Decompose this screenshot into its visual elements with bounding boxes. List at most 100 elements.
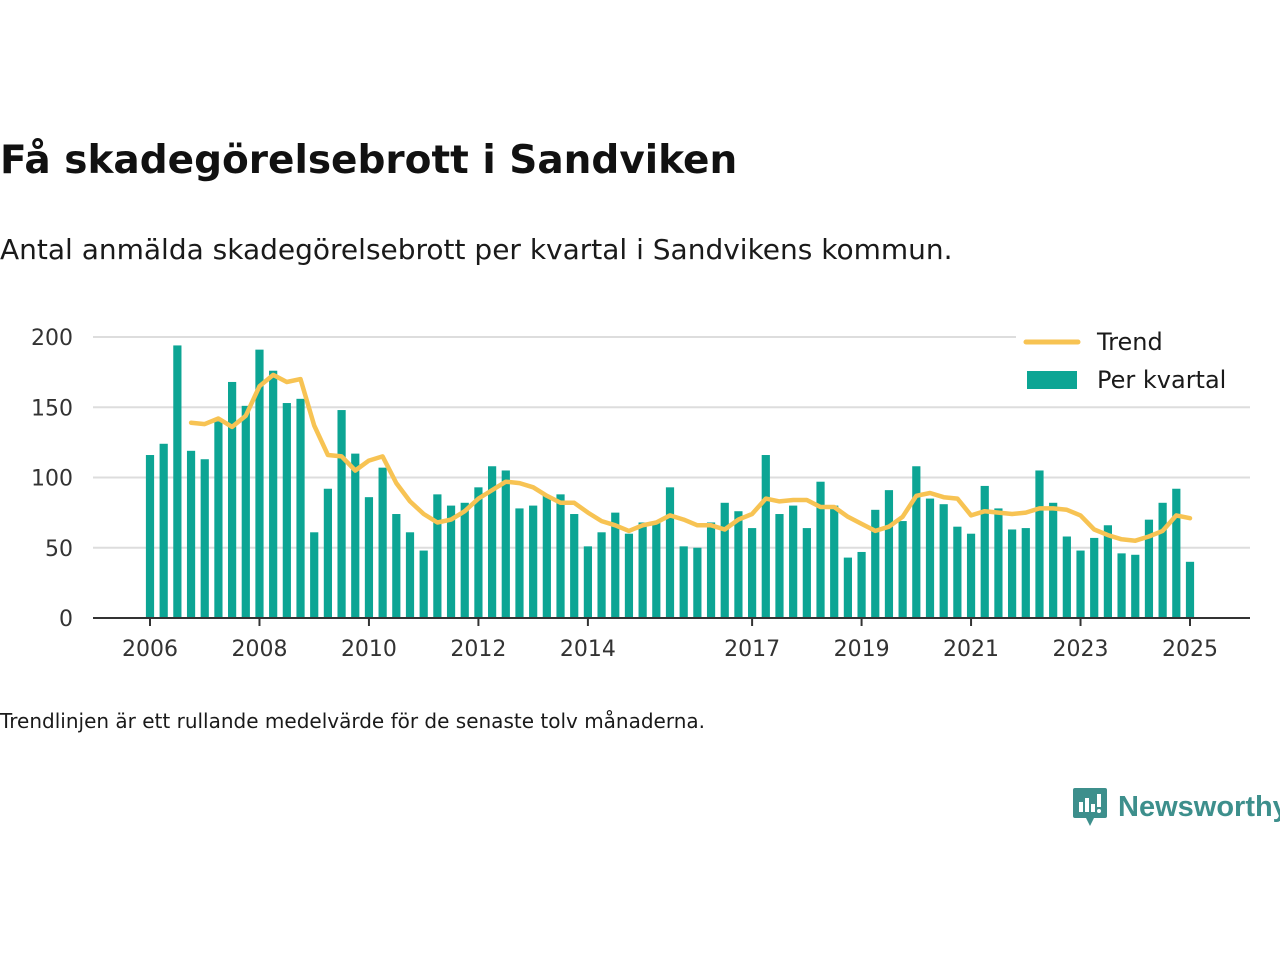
bar: [1076, 550, 1085, 618]
bar: [679, 546, 688, 618]
bar: [939, 504, 948, 618]
bar: [474, 487, 483, 618]
bar: [898, 521, 907, 618]
bar: [624, 533, 634, 618]
bar: [693, 547, 702, 618]
bar: [652, 522, 661, 618]
bar: [1172, 488, 1181, 618]
bar: [200, 459, 209, 618]
legend: Trend Per kvartal: [1016, 322, 1250, 400]
y-tick-label: 200: [31, 326, 73, 351]
bar: [925, 498, 935, 618]
bar: [282, 403, 291, 618]
bar: [446, 505, 456, 618]
bar: [173, 345, 182, 618]
x-tick-label: 2014: [560, 637, 616, 662]
chart-area: 0 50 100 150 200 2006 2008 2010 2012 2014 2017 201…: [31, 322, 1250, 662]
bar: [419, 550, 428, 618]
bar: [857, 551, 866, 618]
bar: [556, 494, 565, 618]
x-tick-label: 2021: [943, 637, 999, 662]
bar: [830, 505, 839, 618]
legend-trend-label: Trend: [1096, 328, 1163, 356]
bar: [378, 467, 387, 618]
bar: [255, 349, 264, 618]
trend-series: [188, 372, 1193, 543]
bar: [1049, 502, 1058, 618]
bar: [816, 481, 825, 618]
bar: [570, 514, 579, 618]
bar: [1185, 561, 1195, 618]
bar: [734, 511, 743, 618]
bar: [228, 381, 237, 618]
legend-bar-label: Per kvartal: [1097, 366, 1226, 394]
bar: [871, 509, 880, 618]
bar: [310, 532, 319, 618]
x-tick-label: 2023: [1053, 637, 1109, 662]
bar: [1103, 525, 1112, 618]
x-tick-label: 2012: [450, 637, 506, 662]
bar: [323, 488, 332, 618]
bar: [159, 443, 168, 618]
bar: [748, 528, 757, 618]
bar: [1035, 470, 1044, 618]
bar: [337, 410, 346, 618]
bar: [980, 485, 989, 618]
bar: [515, 508, 524, 618]
bar: [843, 557, 852, 618]
bar: [529, 505, 538, 618]
bar: [269, 370, 278, 618]
bar: [405, 532, 415, 618]
bar: [1158, 502, 1167, 618]
bar: [953, 526, 962, 618]
x-tick-label: 2006: [122, 637, 178, 662]
footnote: Trendlinjen är ett rullande medelvärde f…: [0, 709, 706, 733]
bar: [597, 532, 606, 618]
bar: [296, 398, 305, 618]
x-tick-label: 2008: [231, 637, 287, 662]
bar: [966, 533, 976, 618]
bar: [1062, 536, 1071, 618]
bar: [1008, 529, 1017, 618]
x-tick-label: 2017: [724, 637, 780, 662]
legend-bar-swatch: [1027, 371, 1077, 389]
y-tick-label: 0: [59, 607, 73, 632]
bar: [789, 505, 798, 618]
bar: [214, 421, 223, 618]
bar: [994, 508, 1003, 618]
bar: [775, 514, 784, 618]
bar: [1131, 554, 1140, 618]
bar: [460, 502, 469, 618]
y-tick-label: 50: [45, 537, 73, 562]
newsworthy-logo-icon: [1073, 788, 1107, 826]
bar: [884, 490, 894, 618]
bar: [488, 466, 497, 618]
chart-title: Få skadegörelsebrott i Sandviken: [0, 138, 738, 183]
bar: [392, 514, 401, 618]
bar: [611, 512, 620, 618]
bar: [542, 495, 551, 618]
bar: [720, 502, 729, 618]
bar-series: [145, 345, 1195, 618]
bar: [351, 453, 360, 618]
bar: [145, 455, 155, 618]
bar: [501, 470, 510, 618]
bar: [1090, 537, 1099, 618]
y-tick-label: 150: [31, 396, 73, 421]
trend-line: [188, 372, 1193, 543]
x-tick-label: 2019: [834, 637, 890, 662]
brand-name: Newsworthy: [1118, 790, 1280, 823]
bar: [638, 522, 647, 618]
bar: [241, 405, 250, 618]
chart-subtitle: Antal anmälda skadegörelsebrott per kvar…: [0, 233, 953, 266]
bar: [912, 466, 921, 618]
bar: [583, 546, 592, 618]
bar: [761, 455, 770, 618]
x-tick-label: 2025: [1162, 637, 1218, 662]
brand-logo: Newsworthy: [1072, 786, 1280, 828]
x-tick-label: 2010: [341, 637, 397, 662]
x-axis-ticks: 2006 2008 2010 2012 2014 2017 2019 2021 2023 2025: [122, 618, 1218, 662]
bar: [364, 497, 374, 618]
bar: [1144, 519, 1154, 618]
bar: [1117, 553, 1126, 618]
